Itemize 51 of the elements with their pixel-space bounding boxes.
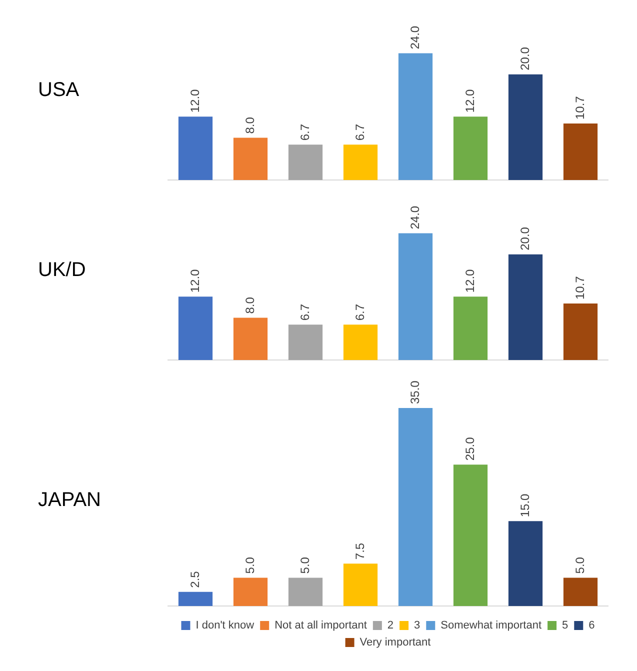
data-label: 20.0 — [518, 226, 532, 250]
data-label: 20.0 — [518, 46, 532, 70]
text: JAPAN — [38, 488, 101, 512]
data-label: 5.0 — [298, 556, 312, 574]
data-label: 6.7 — [352, 304, 367, 321]
bar — [288, 144, 323, 180]
data-label: 25.0 — [462, 436, 477, 461]
data-label: 6.7 — [352, 124, 367, 141]
legend-label: Very important — [360, 636, 431, 649]
legend-label: 5 — [562, 620, 568, 632]
bar — [563, 304, 598, 360]
data-label: 10.7 — [572, 96, 587, 120]
data-label: 7.5 — [352, 542, 367, 560]
legend-label: 6 — [588, 620, 595, 632]
data-label: 10.7 — [572, 276, 587, 300]
bar — [343, 144, 378, 180]
bar — [398, 233, 433, 360]
bar — [508, 74, 543, 180]
bar — [178, 116, 213, 180]
bar — [453, 116, 488, 180]
legend-label: I don't know — [196, 620, 254, 632]
data-label: 12.0 — [462, 88, 477, 113]
data-label: 5.0 — [242, 556, 257, 574]
data-label: 8.0 — [242, 116, 257, 134]
legend-label: 3 — [414, 620, 420, 632]
text: USA — [38, 79, 80, 102]
data-label: 24.0 — [408, 26, 422, 50]
data-label: 12.0 — [188, 268, 202, 293]
data-label: 12.0 — [462, 268, 477, 293]
bar — [233, 318, 268, 360]
bar — [453, 296, 488, 360]
data-label: 24.0 — [408, 206, 422, 230]
data-label: 2.5 — [188, 570, 202, 588]
bar — [508, 254, 543, 360]
bar — [343, 324, 378, 360]
data-label: 6.7 — [298, 304, 312, 321]
text: UK/D — [38, 259, 86, 282]
data-label: 6.7 — [298, 124, 312, 141]
data-label: 8.0 — [242, 296, 257, 314]
data-label: 5.0 — [572, 556, 587, 574]
bar — [288, 324, 323, 360]
legend-label: 2 — [387, 620, 394, 632]
data-label: 12.0 — [188, 88, 202, 113]
data-label: 35.0 — [408, 380, 422, 404]
bar — [178, 296, 213, 360]
legend-label: Not at all important — [274, 620, 367, 632]
bar — [233, 138, 268, 180]
bar — [563, 124, 598, 180]
legend-label: Somewhat important — [440, 620, 542, 632]
data-label: 15.0 — [518, 493, 532, 518]
bar — [398, 53, 433, 180]
